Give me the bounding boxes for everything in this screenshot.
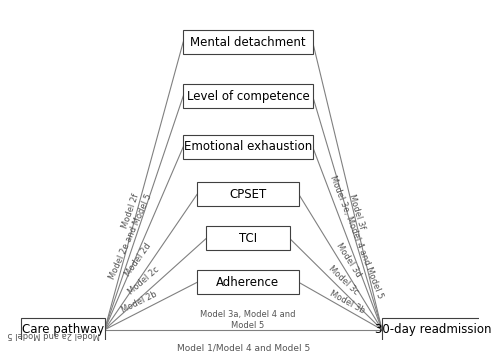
FancyBboxPatch shape bbox=[183, 135, 312, 159]
FancyBboxPatch shape bbox=[382, 318, 484, 342]
Text: Model 1/Model 4 and Model 5: Model 1/Model 4 and Model 5 bbox=[176, 343, 310, 352]
Text: Adherence: Adherence bbox=[216, 276, 280, 289]
Text: Model 3f: Model 3f bbox=[346, 193, 366, 231]
Text: 30-day readmission: 30-day readmission bbox=[374, 323, 491, 336]
Text: Care pathway: Care pathway bbox=[22, 323, 104, 336]
Text: Model 3e, Model 4 and Model 5: Model 3e, Model 4 and Model 5 bbox=[328, 174, 384, 300]
Text: Emotional exhaustion: Emotional exhaustion bbox=[184, 140, 312, 154]
Text: Model 2f: Model 2f bbox=[120, 193, 141, 230]
Text: Model 3c: Model 3c bbox=[326, 264, 360, 297]
FancyBboxPatch shape bbox=[197, 183, 299, 206]
Text: Model 3a, Model 4 and
Model 5: Model 3a, Model 4 and Model 5 bbox=[200, 310, 296, 330]
Text: Model 2d: Model 2d bbox=[123, 241, 153, 278]
Text: Model 2a and Model 5: Model 2a and Model 5 bbox=[8, 330, 100, 339]
Text: Model 3d: Model 3d bbox=[334, 241, 363, 279]
Text: CPSET: CPSET bbox=[230, 188, 266, 201]
FancyBboxPatch shape bbox=[183, 84, 312, 108]
Text: Model 2e and Model 5: Model 2e and Model 5 bbox=[108, 192, 154, 281]
FancyBboxPatch shape bbox=[206, 227, 290, 250]
Text: Model 3b: Model 3b bbox=[328, 289, 366, 315]
Text: Level of competence: Level of competence bbox=[186, 90, 310, 103]
FancyBboxPatch shape bbox=[22, 318, 104, 342]
Text: Model 2b: Model 2b bbox=[120, 289, 159, 315]
Text: Model 2c: Model 2c bbox=[126, 265, 160, 297]
FancyBboxPatch shape bbox=[197, 270, 299, 294]
FancyBboxPatch shape bbox=[183, 30, 312, 54]
Text: TCI: TCI bbox=[239, 232, 257, 245]
Text: Mental detachment: Mental detachment bbox=[190, 36, 306, 48]
